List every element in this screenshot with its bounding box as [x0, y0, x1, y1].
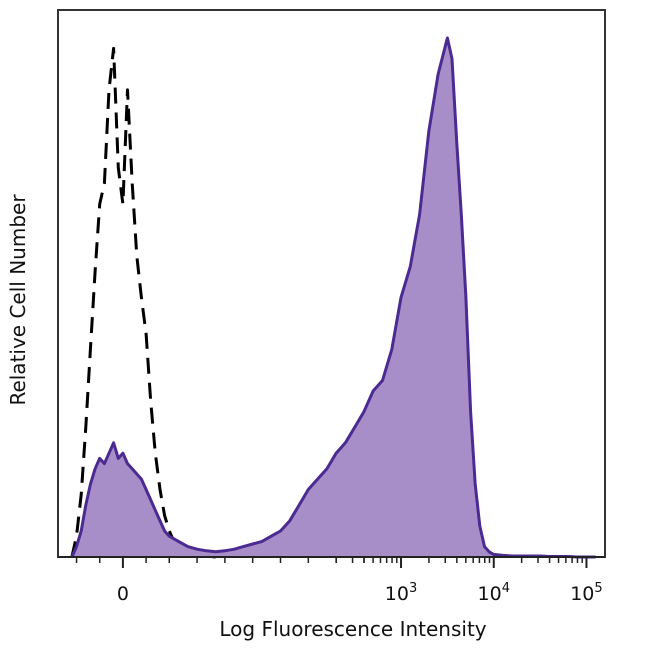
x-tick-label: 105 — [570, 581, 602, 605]
series-layer — [58, 36, 605, 559]
y-axis-title: Relative Cell Number — [6, 194, 30, 406]
x-axis-major-ticks — [121, 557, 588, 568]
stained-histogram-line — [70, 36, 596, 559]
x-tick-label: 103 — [385, 581, 417, 605]
stained-histogram-fill — [71, 38, 596, 557]
x-axis-title: Log Fluorescence Intensity — [219, 617, 486, 641]
x-tick-label: 0 — [117, 583, 129, 605]
x-axis-tick-labels: 0 103 104 105 — [117, 581, 603, 605]
x-tick-label: 104 — [478, 581, 510, 605]
